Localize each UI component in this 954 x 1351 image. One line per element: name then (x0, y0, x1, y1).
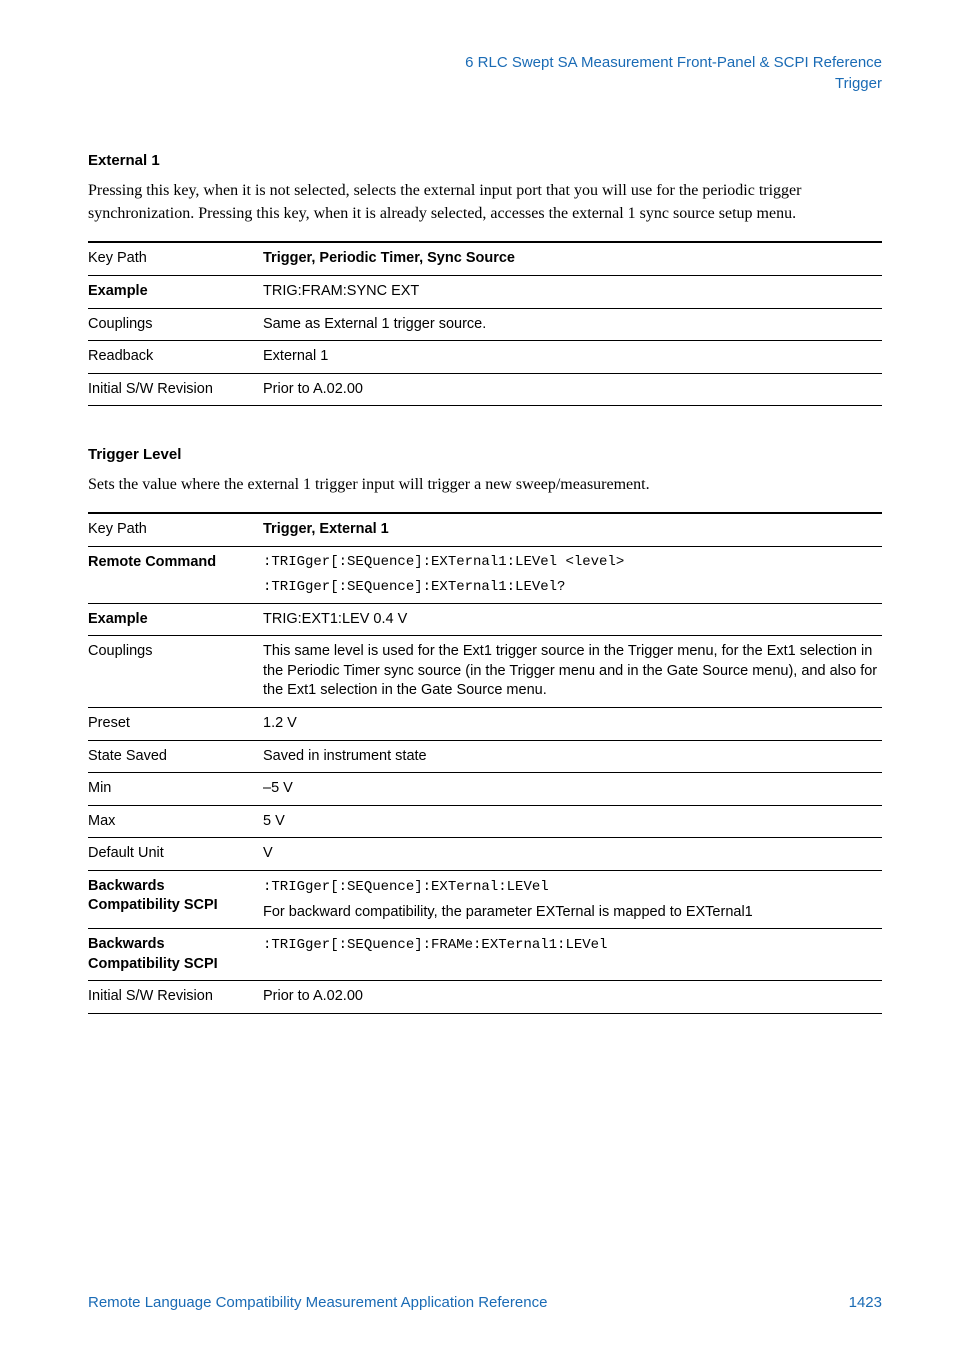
table-row: Backwards Compatibility SCPI :TRIGger[:S… (88, 870, 882, 928)
row-value: Prior to A.02.00 (263, 981, 882, 1014)
row-label: Initial S/W Revision (88, 373, 263, 406)
table-row: Readback External 1 (88, 341, 882, 374)
row-label: Key Path (88, 513, 263, 546)
row-label: Min (88, 773, 263, 806)
table-row: Backwards Compatibility SCPI :TRIGger[:S… (88, 929, 882, 981)
page-header: 6 RLC Swept SA Measurement Front-Panel &… (88, 52, 882, 94)
row-value: :TRIGger[:SEQuence]:EXTernal1:LEVel <lev… (263, 546, 882, 603)
page-footer: Remote Language Compatibility Measuremen… (88, 1294, 882, 1311)
row-label: Default Unit (88, 838, 263, 871)
section2-table: Key Path Trigger, External 1 Remote Comm… (88, 512, 882, 1014)
row-label: State Saved (88, 740, 263, 773)
compat-note: For backward compatibility, the paramete… (263, 903, 878, 923)
row-value: –5 V (263, 773, 882, 806)
scpi-command: :TRIGger[:SEQuence]:EXTernal1:LEVel <lev… (263, 553, 878, 572)
row-value: Prior to A.02.00 (263, 373, 882, 406)
table-row: Initial S/W Revision Prior to A.02.00 (88, 373, 882, 406)
row-label: Remote Command (88, 546, 263, 603)
row-value: 5 V (263, 805, 882, 838)
section2-body: Sets the value where the external 1 trig… (88, 473, 882, 496)
row-label: Readback (88, 341, 263, 374)
scpi-command: :TRIGger[:SEQuence]:FRAMe:EXTernal1:LEVe… (263, 937, 607, 953)
row-value: Saved in instrument state (263, 740, 882, 773)
row-label: Couplings (88, 636, 263, 708)
table-row: Max 5 V (88, 805, 882, 838)
row-label: Couplings (88, 308, 263, 341)
row-label: Initial S/W Revision (88, 981, 263, 1014)
scpi-command: :TRIGger[:SEQuence]:EXTernal1:LEVel? (263, 578, 878, 597)
header-chapter: 6 RLC Swept SA Measurement Front-Panel &… (88, 52, 882, 73)
table-row: Initial S/W Revision Prior to A.02.00 (88, 981, 882, 1014)
table-row: Example TRIG:EXT1:LEV 0.4 V (88, 603, 882, 636)
table-row: Default Unit V (88, 838, 882, 871)
page: 6 RLC Swept SA Measurement Front-Panel &… (0, 0, 954, 1351)
scpi-command: :TRIGger[:SEQuence]:EXTernal:LEVel (263, 879, 549, 895)
table-row: Example TRIG:FRAM:SYNC EXT (88, 275, 882, 308)
table-row: Key Path Trigger, External 1 (88, 513, 882, 546)
row-label: Key Path (88, 242, 263, 275)
table-row: Key Path Trigger, Periodic Timer, Sync S… (88, 242, 882, 275)
table-row: Remote Command :TRIGger[:SEQuence]:EXTer… (88, 546, 882, 603)
row-value: This same level is used for the Ext1 tri… (263, 636, 882, 708)
section1-table: Key Path Trigger, Periodic Timer, Sync S… (88, 241, 882, 406)
row-value: Same as External 1 trigger source. (263, 308, 882, 341)
row-value: V (263, 838, 882, 871)
row-value: Trigger, Periodic Timer, Sync Source (263, 242, 882, 275)
table-row: Preset 1.2 V (88, 707, 882, 740)
table-row: Min –5 V (88, 773, 882, 806)
table-row: Couplings Same as External 1 trigger sou… (88, 308, 882, 341)
footer-page-number: 1423 (849, 1294, 882, 1311)
row-value: TRIG:EXT1:LEV 0.4 V (263, 603, 882, 636)
row-value: Trigger, External 1 (263, 513, 882, 546)
header-section: Trigger (88, 73, 882, 94)
row-label: Max (88, 805, 263, 838)
row-value: :TRIGger[:SEQuence]:EXTernal:LEVel For b… (263, 870, 882, 928)
table-row: Couplings This same level is used for th… (88, 636, 882, 708)
row-value: :TRIGger[:SEQuence]:FRAMe:EXTernal1:LEVe… (263, 929, 882, 981)
row-label: Example (88, 603, 263, 636)
row-label: Example (88, 275, 263, 308)
row-label: Backwards Compatibility SCPI (88, 929, 263, 981)
table-row: State Saved Saved in instrument state (88, 740, 882, 773)
row-value: TRIG:FRAM:SYNC EXT (263, 275, 882, 308)
row-label: Preset (88, 707, 263, 740)
row-value: 1.2 V (263, 707, 882, 740)
section1-body: Pressing this key, when it is not select… (88, 179, 882, 225)
section1-heading: External 1 (88, 152, 882, 169)
footer-title: Remote Language Compatibility Measuremen… (88, 1294, 547, 1311)
section2-heading: Trigger Level (88, 446, 882, 463)
row-value: External 1 (263, 341, 882, 374)
row-label: Backwards Compatibility SCPI (88, 870, 263, 928)
